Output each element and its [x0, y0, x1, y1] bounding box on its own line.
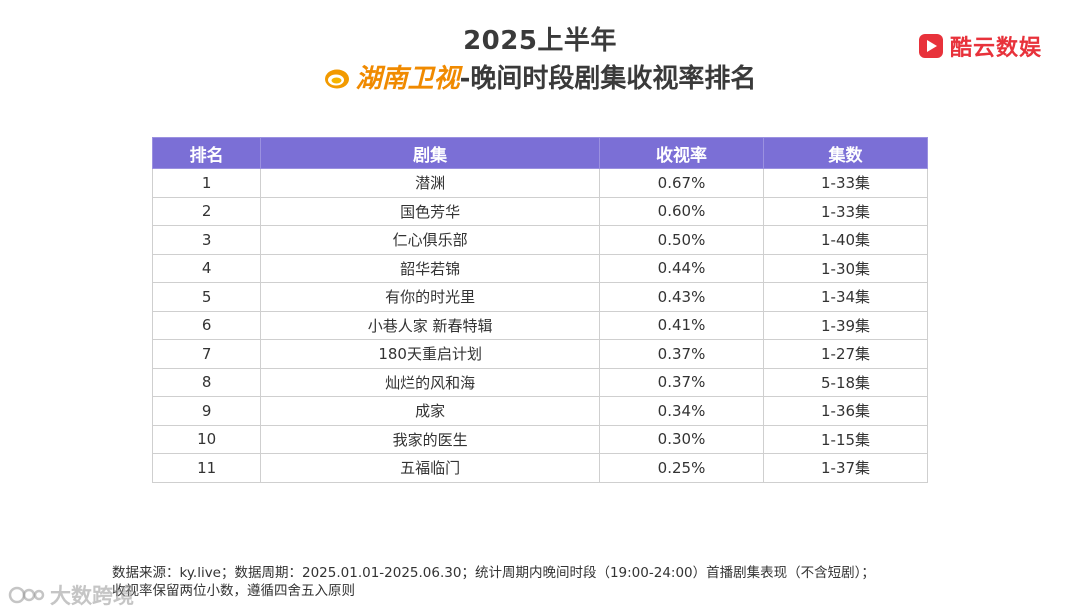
episodes-cell: 1-37集	[763, 453, 928, 483]
table-header-row: 排名 剧集 收视率 集数	[151, 137, 928, 169]
rank-cell: 7	[151, 339, 262, 369]
rating-cell: 0.34%	[598, 396, 765, 426]
episodes-cell: 1-39集	[763, 310, 928, 340]
show-cell: 国色芳华	[260, 196, 600, 226]
rank-cell: 10	[151, 424, 262, 454]
header-episodes: 集数	[763, 137, 928, 169]
rating-cell: 0.41%	[598, 310, 765, 340]
rating-cell: 0.43%	[598, 282, 765, 312]
footnote-line-source: 数据来源：ky.live；数据周期：2025.01.01-2025.06.30；…	[112, 565, 875, 581]
episodes-cell: 1-27集	[763, 339, 928, 369]
show-cell: 仁心俱乐部	[260, 225, 600, 255]
episodes-cell: 5-18集	[763, 367, 928, 397]
show-cell: 180天重启计划	[260, 339, 600, 369]
header-show: 剧集	[260, 137, 600, 169]
episodes-cell: 1-15集	[763, 424, 928, 454]
rank-cell: 11	[151, 453, 262, 483]
rank-cell: 5	[151, 282, 262, 312]
rank-cell: 2	[151, 196, 262, 226]
rating-cell: 0.37%	[598, 367, 765, 397]
show-cell: 潜渊	[260, 168, 600, 198]
episodes-cell: 1-30集	[763, 253, 928, 283]
rank-cell: 3	[151, 225, 262, 255]
episodes-cell: 1-33集	[763, 196, 928, 226]
table-row: 1 潜渊 0.67% 1-33集	[151, 168, 928, 198]
episodes-cell: 1-33集	[763, 168, 928, 198]
rating-cell: 0.67%	[598, 168, 765, 198]
rating-cell: 0.30%	[598, 424, 765, 454]
show-cell: 成家	[260, 396, 600, 426]
rank-cell: 8	[151, 367, 262, 397]
rating-cell: 0.50%	[598, 225, 765, 255]
table-row: 7 180天重启计划 0.37% 1-27集	[151, 339, 928, 369]
channel-name: 湖南卫视	[355, 64, 460, 94]
watermark-logo-icon	[8, 586, 45, 604]
watermark-text: 大数跨境	[50, 584, 134, 608]
rank-cell: 4	[151, 253, 262, 283]
table-row: 10 我家的医生 0.30% 1-15集	[151, 424, 928, 454]
footnote-line-rounding: 收视率保留两位小数，遵循四舍五入原则	[112, 583, 355, 599]
brand-name: 酷云数娱	[950, 36, 1043, 61]
show-cell: 五福临门	[260, 453, 600, 483]
show-cell: 我家的医生	[260, 424, 600, 454]
play-icon	[919, 34, 943, 58]
episodes-cell: 1-40集	[763, 225, 928, 255]
rating-cell: 0.44%	[598, 253, 765, 283]
page-title: 2025上半年	[463, 26, 617, 56]
brand-logo: 酷云数娱	[918, 30, 1042, 62]
channel-logo-icon	[324, 69, 349, 89]
page-subtitle: 湖南卫视-晚间时段剧集收视率排名	[0, 58, 1080, 95]
episodes-cell: 1-34集	[763, 282, 928, 312]
show-cell: 韶华若锦	[260, 253, 600, 283]
rating-cell: 0.37%	[598, 339, 765, 369]
episodes-cell: 1-36集	[763, 396, 928, 426]
footnote: 数据来源：ky.live；数据周期：2025.01.01-2025.06.30；…	[112, 564, 1012, 600]
show-cell: 有你的时光里	[260, 282, 600, 312]
rating-cell: 0.25%	[598, 453, 765, 483]
subtitle-text: -晚间时段剧集收视率排名	[459, 64, 757, 94]
header-rank: 排名	[151, 137, 262, 169]
header-rating: 收视率	[598, 137, 765, 169]
table-row: 3 仁心俱乐部 0.50% 1-40集	[151, 225, 928, 255]
table-row: 5 有你的时光里 0.43% 1-34集	[151, 282, 928, 312]
table-row: 6 小巷人家 新春特辑 0.41% 1-39集	[151, 310, 928, 340]
show-cell: 小巷人家 新春特辑	[260, 310, 600, 340]
table-row: 11 五福临门 0.25% 1-37集	[151, 453, 928, 483]
rating-cell: 0.60%	[598, 196, 765, 226]
rank-cell: 9	[151, 396, 262, 426]
rank-cell: 1	[151, 168, 262, 198]
ranking-table: 排名 剧集 收视率 集数 1 潜渊 0.67% 1-33集 2 国色芳华 0.6…	[151, 137, 928, 483]
table-row: 2 国色芳华 0.60% 1-33集	[151, 196, 928, 226]
table-row: 9 成家 0.34% 1-36集	[151, 396, 928, 426]
watermark: 大数跨境	[8, 580, 134, 610]
rank-cell: 6	[151, 310, 262, 340]
table-row: 8 灿烂的风和海 0.37% 5-18集	[151, 367, 928, 397]
table-row: 4 韶华若锦 0.44% 1-30集	[151, 253, 928, 283]
show-cell: 灿烂的风和海	[260, 367, 600, 397]
